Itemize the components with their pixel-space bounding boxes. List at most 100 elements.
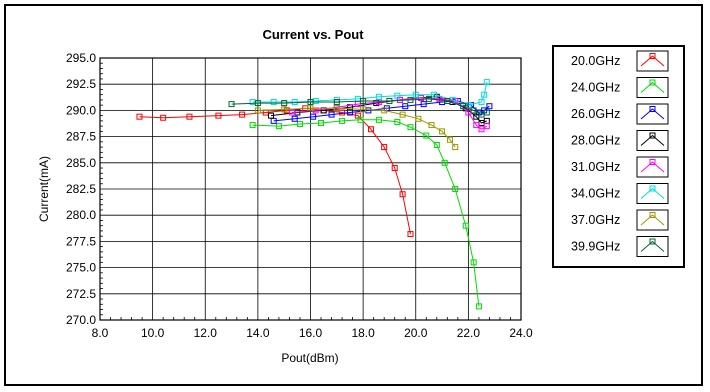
data-point [368,126,375,133]
y-tick-label: 270.0 [66,313,96,327]
data-point [481,91,488,98]
series-39.9GHz [228,95,490,118]
data-point [281,106,288,113]
y-tick-label: 277.5 [66,234,96,248]
legend-swatch-marker [649,79,656,86]
y-tick-label: 275.0 [66,261,96,275]
data-point [394,118,401,125]
legend-swatch-marker [649,185,656,192]
data-point [470,107,477,114]
data-point [281,100,288,107]
legend-swatch-box [636,77,669,98]
x-tick-label: 8.0 [92,326,109,340]
y-tick-label: 280.0 [66,208,96,222]
data-point [478,126,485,133]
legend-label: 24.0GHz [571,81,620,95]
data-point [399,191,406,198]
data-point [136,113,143,120]
legend-item: 31.0GHz [571,156,669,178]
data-point [431,91,438,98]
data-point [333,105,340,112]
data-point [160,114,167,121]
legend-label: 37.0GHz [571,213,620,227]
data-point [275,123,282,130]
series-line [231,98,487,116]
data-point [357,116,364,123]
data-point [423,132,430,139]
legend-swatch-box [636,130,669,151]
data-point [470,259,477,266]
data-point [418,94,425,101]
data-point [239,111,246,118]
y-tick-label: 272.5 [66,287,96,301]
legend-swatch-marker [649,212,656,218]
data-point [291,115,298,122]
legend-swatch-box [636,103,669,125]
legend-item: 28.0GHz [571,130,669,151]
data-point [462,222,469,229]
data-point [296,121,303,128]
x-tick-label: 14.0 [246,326,270,340]
series-line [252,119,480,307]
plot-area [99,57,522,321]
data-point [407,96,414,103]
y-tick-label: 290.0 [66,103,96,117]
data-point [249,122,256,129]
y-tick-label: 285.0 [66,156,96,170]
data-point [289,109,296,116]
legend-swatch-line [640,161,665,173]
series-line [257,107,456,148]
x-axis-label: Pout(dBm) [281,351,338,365]
y-axis-label: Current(mA) [37,156,51,222]
series-37.0GHz [254,105,459,151]
data-point [394,92,401,99]
data-point [483,117,490,124]
legend-swatch-marker [649,53,656,59]
data-point [381,144,388,151]
legend-label: 20.0GHz [571,54,620,68]
series-line [292,97,488,130]
data-point [415,115,422,122]
legend-swatch-line [640,187,665,199]
data-point [386,97,393,104]
legend-swatch-box [636,183,669,204]
data-point [360,106,367,113]
data-point [339,117,346,124]
data-point [475,303,482,310]
legend-swatch-marker [649,159,656,165]
x-tick-label: 20.0 [404,326,428,340]
legend-swatch-marker [649,238,656,245]
y-tick-label: 287.5 [66,130,96,144]
legend-swatch-box [636,50,669,72]
legend-label: 26.0GHz [571,107,620,121]
legend-item: 37.0GHz [571,209,669,231]
data-point [381,107,388,114]
legend-item: 20.0GHz [571,50,669,72]
data-point [478,99,485,106]
data-point [452,144,459,151]
data-point [291,99,298,106]
series-line [252,81,488,106]
y-tick-label: 292.5 [66,77,96,91]
legend-swatch-line [640,108,665,120]
data-point [307,99,314,106]
y-tick-label: 282.5 [66,182,96,196]
x-tick-label: 22.0 [457,326,481,340]
legend-item: 39.9GHz [571,236,669,257]
data-point [433,141,440,148]
legend-label: 39.9GHz [571,240,620,254]
chart-title: Current vs. Pout [262,27,364,42]
data-point [318,119,325,126]
series-group [136,79,493,310]
data-point [228,101,235,108]
legend-swatch-line [640,214,665,226]
data-point [307,105,314,112]
legend-label: 31.0GHz [571,160,620,174]
data-point [360,97,367,104]
data-point [215,112,222,119]
data-point [270,99,277,106]
y-tick-label: 295.0 [66,51,96,65]
legend-swatch-line [640,81,665,93]
series-24.0GHz [249,116,482,310]
